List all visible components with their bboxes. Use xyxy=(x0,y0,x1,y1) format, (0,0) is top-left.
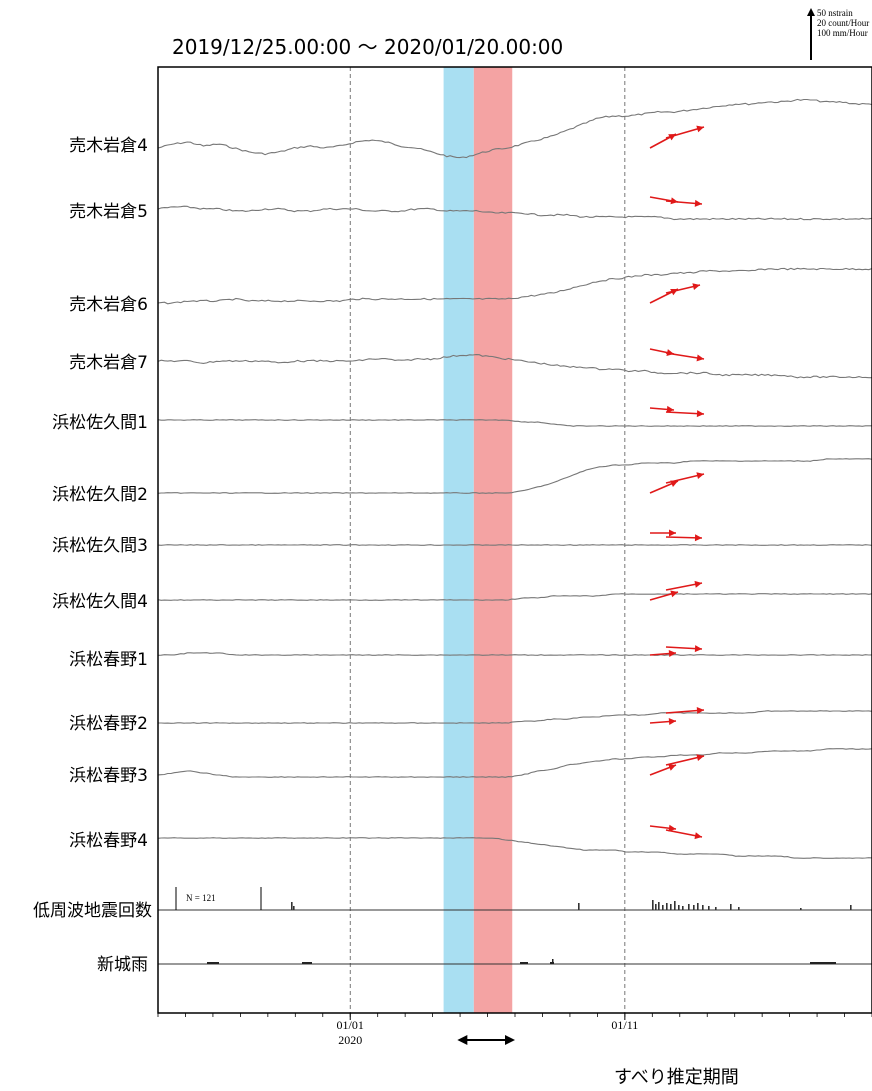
earthquake-bar xyxy=(578,903,580,910)
earthquake-bar xyxy=(655,904,657,910)
count-note: N = 121 xyxy=(186,893,216,903)
slip-vector-head-icon xyxy=(692,283,700,291)
earthquake-bar xyxy=(730,904,732,910)
slip-vector-head-icon xyxy=(668,824,676,832)
earthquake-bar xyxy=(674,901,676,910)
earthquake-bar xyxy=(693,905,695,910)
station-label-7: 浜松佐久間4 xyxy=(52,592,148,612)
slip-vector-head-icon xyxy=(666,405,674,413)
slip-vector-head-icon xyxy=(668,718,676,726)
earthquake-bar xyxy=(682,906,684,910)
arrow-left-icon xyxy=(457,1035,468,1045)
x-tick-label-0: 01/01 xyxy=(337,1018,364,1032)
series-line-9 xyxy=(158,710,872,724)
slip-vector-head-icon xyxy=(694,832,702,840)
station-label-9: 浜松春野2 xyxy=(69,714,148,734)
station-label-11: 浜松春野4 xyxy=(69,831,148,851)
earthquake-bar xyxy=(652,900,654,910)
shaded-periods xyxy=(443,67,513,1013)
station-label-1: 売木岩倉5 xyxy=(69,202,148,222)
series-line-6 xyxy=(157,544,872,546)
scale-arrow-head-icon xyxy=(807,8,815,16)
scale-legend: 50 nstrain 20 count/Hour 100 mm/Hour xyxy=(807,8,869,60)
series-line-5 xyxy=(157,458,872,494)
slip-vector-head-icon xyxy=(669,529,676,537)
chart-title: 2019/12/25.00:00 〜 2020/01/20.00:00 xyxy=(172,35,563,59)
slip-vector-head-icon xyxy=(694,580,702,588)
series-line-2 xyxy=(157,267,872,305)
slip-period-caption: すべり推定期間 xyxy=(614,1067,739,1088)
station-label-2: 売木岩倉6 xyxy=(69,295,148,315)
slip-vector-head-icon xyxy=(696,472,704,480)
earthquake-bar xyxy=(697,903,699,910)
series-line-10 xyxy=(157,748,872,778)
station-label-8: 浜松春野1 xyxy=(69,650,148,670)
earthquake-row-label: 低周波地震回数 xyxy=(33,901,152,921)
slip-vector-head-icon xyxy=(696,354,704,362)
extra-rows: 低周波地震回数 N = 121 新城雨 xyxy=(33,887,872,975)
slip-vectors xyxy=(649,125,705,840)
series-line-8 xyxy=(157,652,872,656)
earthquake-bar xyxy=(662,905,664,910)
series-line-4 xyxy=(157,419,872,427)
earthquake-bar xyxy=(715,907,717,910)
slip-vector-head-icon xyxy=(696,754,704,762)
series-line-11 xyxy=(157,837,872,859)
slip-vector-head-icon xyxy=(696,707,704,715)
scale-label-strain: 50 nstrain xyxy=(817,8,853,18)
gridlines xyxy=(349,67,626,1013)
earthquake-bar xyxy=(708,906,710,910)
shaded-period-blue xyxy=(443,67,474,1013)
rain-row-label: 新城雨 xyxy=(97,955,148,975)
rain-bar xyxy=(552,959,554,964)
earthquake-bar xyxy=(670,904,672,910)
series-traces xyxy=(157,98,872,859)
earthquake-bar xyxy=(702,905,704,910)
slip-vector-head-icon xyxy=(670,590,678,598)
station-labels: 売木岩倉4 売木岩倉5 売木岩倉6 売木岩倉7 浜松佐久間1 浜松佐久間2 浜松佐久間3 浜松… xyxy=(52,136,148,851)
slip-vector-head-icon xyxy=(694,645,702,653)
series-line-1 xyxy=(157,205,872,221)
earthquake-bar xyxy=(293,906,295,910)
series-line-0 xyxy=(157,98,872,159)
earthquake-bar xyxy=(738,907,740,910)
station-label-0: 売木岩倉4 xyxy=(69,136,148,156)
earthquake-bar xyxy=(666,903,668,910)
earthquake-bar xyxy=(688,904,690,910)
station-label-3: 売木岩倉7 xyxy=(69,353,148,373)
x-tick-label-1: 01/11 xyxy=(611,1018,638,1032)
slip-vector-head-icon xyxy=(694,199,702,207)
station-label-10: 浜松春野3 xyxy=(69,766,148,786)
scale-label-rain: 100 mm/Hour xyxy=(817,28,868,38)
station-label-4: 浜松佐久間1 xyxy=(52,413,148,433)
series-line-3 xyxy=(157,354,872,379)
station-label-6: 浜松佐久間3 xyxy=(52,536,148,556)
shaded-period-red xyxy=(473,67,513,1013)
scale-label-count: 20 count/Hour xyxy=(817,18,869,28)
arrow-right-icon xyxy=(505,1035,515,1045)
slip-vector-head-icon xyxy=(696,410,704,418)
earthquake-bar xyxy=(291,902,293,910)
slip-vector-head-icon xyxy=(696,125,704,133)
earthquake-bar xyxy=(658,902,660,910)
slip-vector-head-icon xyxy=(668,650,676,658)
earthquake-bar xyxy=(678,905,680,910)
x-tick-sublabel-0: 2020 xyxy=(338,1033,362,1047)
station-label-5: 浜松佐久間2 xyxy=(52,485,148,505)
earthquake-bar xyxy=(850,905,852,910)
slip-period-annotation: すべり推定期間 xyxy=(457,1035,739,1088)
slip-vector-head-icon xyxy=(694,534,702,542)
earthquake-bar xyxy=(800,908,802,910)
series-line-7 xyxy=(157,593,872,601)
slip-vector-head-icon xyxy=(668,764,676,771)
